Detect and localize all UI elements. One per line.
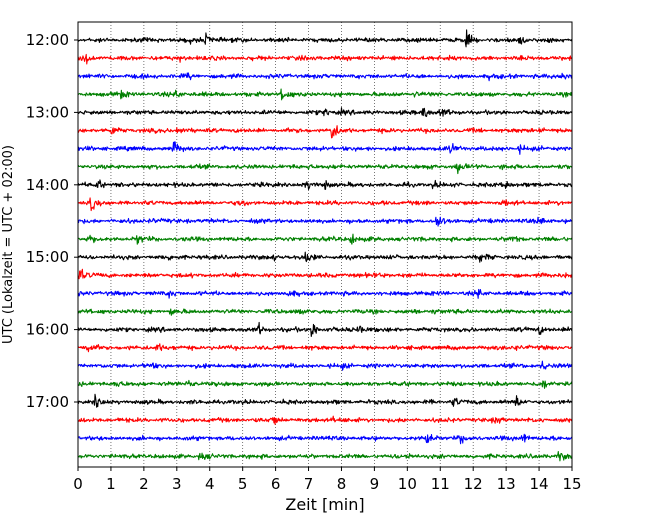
trace-1300 bbox=[77, 107, 573, 118]
trace-1415 bbox=[77, 197, 573, 212]
x-tick-label: 13 bbox=[497, 475, 516, 493]
trace-1600 bbox=[77, 321, 573, 338]
x-tick-label: 4 bbox=[205, 475, 215, 493]
seismic-traces bbox=[77, 29, 573, 462]
trace-1345 bbox=[77, 163, 573, 175]
y-tick-label: 15:00 bbox=[26, 248, 69, 266]
trace-1315 bbox=[77, 125, 573, 139]
y-tick-label: 13:00 bbox=[26, 103, 69, 121]
y-tick-label: 14:00 bbox=[26, 176, 69, 194]
plot-frame bbox=[77, 21, 573, 468]
x-tick-label: 0 bbox=[73, 475, 83, 493]
trace-1645 bbox=[77, 379, 573, 389]
x-tick-label: 9 bbox=[370, 475, 380, 493]
x-tick-label: 7 bbox=[304, 475, 314, 493]
trace-1200 bbox=[77, 29, 573, 48]
grid-lines bbox=[110, 22, 540, 467]
x-tick-label: 6 bbox=[271, 475, 281, 493]
trace-1400 bbox=[77, 179, 573, 190]
x-tick-label: 14 bbox=[530, 475, 549, 493]
trace-1545 bbox=[77, 308, 573, 316]
trace-1445 bbox=[77, 233, 573, 245]
trace-1715 bbox=[77, 415, 573, 425]
y-tick-label: 12:00 bbox=[26, 31, 69, 49]
trace-1330 bbox=[77, 141, 573, 155]
trace-1515 bbox=[77, 268, 573, 280]
x-tick-label: 10 bbox=[398, 475, 417, 493]
y-tick-label: 17:00 bbox=[26, 393, 69, 411]
trace-1700 bbox=[77, 393, 573, 408]
trace-1215 bbox=[77, 53, 573, 65]
x-tick-label: 2 bbox=[139, 475, 149, 493]
x-axis-label: Zeit [min] bbox=[285, 495, 364, 514]
trace-1500 bbox=[77, 251, 573, 263]
axis-ticks: 0 1 2 3 4 5 6 7 8 9 10 11 12 13 14 1512:0013:0014:0015:… bbox=[26, 31, 582, 493]
x-tick-label: 5 bbox=[238, 475, 248, 493]
trace-1230 bbox=[77, 72, 573, 82]
trace-1745 bbox=[77, 451, 573, 462]
trace-1630 bbox=[77, 360, 573, 371]
y-axis-label: UTC (Lokalzeit = UTC + 02:00) bbox=[1, 145, 16, 344]
trace-1730 bbox=[77, 433, 573, 445]
y-tick-label: 16:00 bbox=[26, 321, 69, 339]
x-tick-label: 12 bbox=[464, 475, 483, 493]
x-tick-label: 1 bbox=[106, 475, 116, 493]
trace-1430 bbox=[77, 216, 573, 227]
x-tick-label: 15 bbox=[562, 475, 581, 493]
trace-1245 bbox=[77, 88, 573, 101]
x-tick-label: 3 bbox=[172, 475, 182, 493]
x-tick-label: 11 bbox=[431, 475, 450, 493]
x-tick-label: 8 bbox=[337, 475, 347, 493]
trace-1530 bbox=[77, 288, 573, 299]
trace-1615 bbox=[77, 343, 573, 353]
